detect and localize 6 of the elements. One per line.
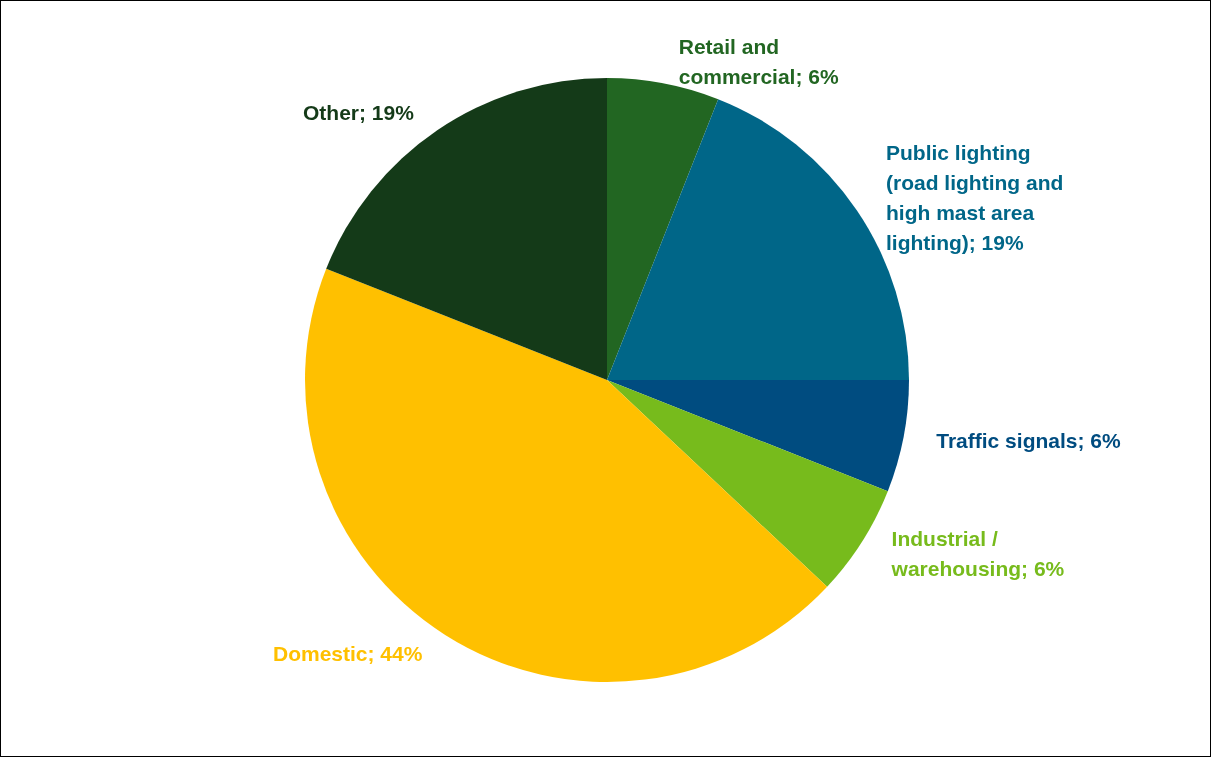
slice-label: Traffic signals; 6%	[936, 429, 1121, 453]
slice-label: Public lighting (road lighting and high mast area lighting); 19%	[885, 141, 1064, 255]
slice-label: Retail and commercial; 6%	[678, 35, 839, 89]
slice-label: Other; 19%	[303, 100, 415, 124]
slice-label: Domestic; 44%	[273, 642, 423, 666]
slice-label: Industrial / warehousing; 6%	[890, 527, 1065, 581]
